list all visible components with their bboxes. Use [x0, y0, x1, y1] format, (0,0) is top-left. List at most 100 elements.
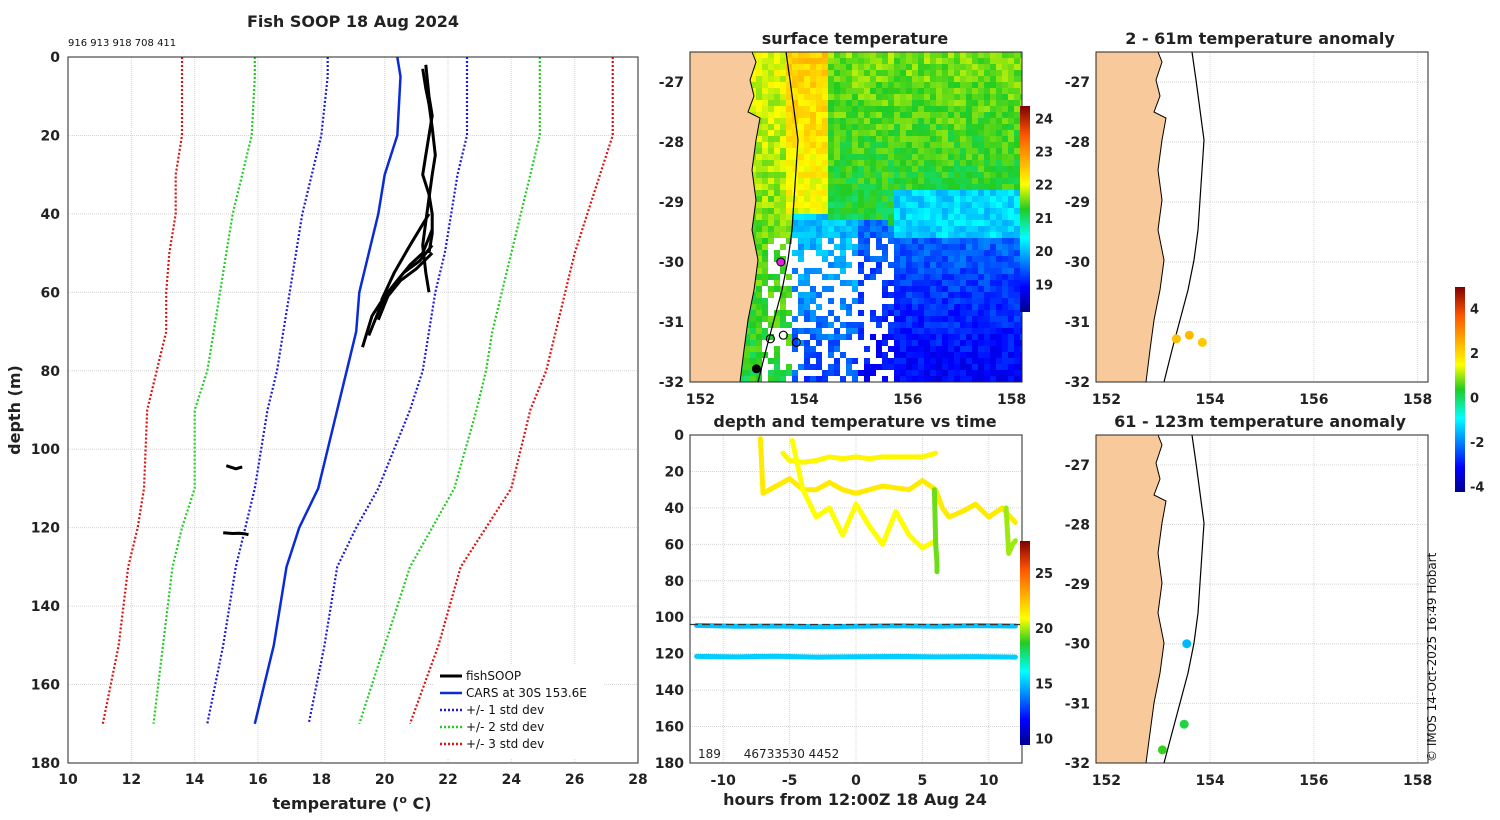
sst-cell: [816, 154, 822, 160]
sst-cell: [990, 298, 996, 304]
sst-cell: [852, 82, 858, 88]
sst-cell: [870, 346, 876, 352]
ytick-label: 60: [665, 537, 685, 553]
sst-cell: [762, 250, 768, 256]
sst-cell: [774, 136, 780, 142]
sst-cell: [840, 178, 846, 184]
sst-cell: [1002, 136, 1008, 142]
sst-cell: [936, 358, 942, 364]
sst-cell: [906, 334, 912, 340]
sst-cell: [768, 352, 774, 358]
sst-cell: [870, 58, 876, 64]
sst-cell: [960, 190, 966, 196]
sst-cell: [924, 292, 930, 298]
sst-cell: [786, 244, 792, 250]
sst-cell: [966, 220, 972, 226]
sst-cell: [786, 238, 792, 244]
sst-cell: [894, 286, 900, 292]
sst-cell: [984, 202, 990, 208]
sst-cell: [846, 334, 852, 340]
sst-cell: [882, 196, 888, 202]
sst-cell: [810, 250, 816, 256]
sst-cell: [882, 250, 888, 256]
sst-cell: [822, 220, 828, 226]
sst-cell: [798, 238, 804, 244]
sst-cell: [864, 166, 870, 172]
sst-cell: [828, 304, 834, 310]
sst-cell: [780, 250, 786, 256]
sst-cell: [1014, 148, 1020, 154]
sst-cell: [882, 322, 888, 328]
sst-cell: [864, 94, 870, 100]
sst-cell: [924, 274, 930, 280]
sst-cell: [936, 286, 942, 292]
sst-cell: [780, 310, 786, 316]
sst-cell: [996, 316, 1002, 322]
sst-cell: [858, 244, 864, 250]
sst-cell: [1014, 88, 1020, 94]
sst-cell: [966, 52, 972, 58]
sst-cell: [804, 100, 810, 106]
sst-cell: [816, 184, 822, 190]
sst-cell: [1008, 244, 1014, 250]
sst-cell: [966, 154, 972, 160]
sst-cell: [768, 52, 774, 58]
sst-cell: [900, 190, 906, 196]
sst-cell: [756, 292, 762, 298]
sst-cell: [852, 112, 858, 118]
sst-cell: [912, 370, 918, 376]
sst-cell: [888, 130, 894, 136]
sst-cell: [912, 238, 918, 244]
fishsoop-profile: [380, 213, 431, 301]
sst-cell: [894, 370, 900, 376]
sst-cell: [1014, 112, 1020, 118]
sst-cell: [972, 100, 978, 106]
sst-cell: [912, 316, 918, 322]
sst-cell: [816, 286, 822, 292]
sst-cell: [918, 82, 924, 88]
sst-cell: [786, 220, 792, 226]
sst-cell: [930, 334, 936, 340]
sst-cell: [942, 202, 948, 208]
sst-cell: [978, 250, 984, 256]
ytick-label: 20: [665, 464, 685, 480]
sst-cell: [936, 280, 942, 286]
sst-cell: [942, 142, 948, 148]
sst-cell: [870, 238, 876, 244]
sst-cell: [888, 304, 894, 310]
sst-cell: [990, 100, 996, 106]
sst-cell: [942, 304, 948, 310]
sst-cell: [912, 376, 918, 382]
sst-cell: [852, 100, 858, 106]
sst-cell: [822, 142, 828, 148]
sst-cell: [828, 52, 834, 58]
sst-cell: [972, 202, 978, 208]
sst-cell: [972, 190, 978, 196]
sst-cell: [894, 52, 900, 58]
sst-cell: [1020, 70, 1022, 76]
sst-cell: [798, 52, 804, 58]
sst-cell: [1008, 262, 1014, 268]
timeseries-xlabel: hours from 12:00Z 18 Aug 24: [723, 790, 987, 809]
sst-cell: [846, 280, 852, 286]
sst-cell: [828, 184, 834, 190]
sst-cell: [936, 172, 942, 178]
sst-cell: [924, 142, 930, 148]
sst-cell: [792, 196, 798, 202]
sst-cell: [870, 232, 876, 238]
sst-cell: [756, 274, 762, 280]
sst-cell: [924, 88, 930, 94]
sst-cell: [1002, 100, 1008, 106]
sst-cell: [900, 328, 906, 334]
sst-cell: [936, 352, 942, 358]
sst-cell: [810, 160, 816, 166]
sst-cell: [822, 214, 828, 220]
sst-cell: [954, 358, 960, 364]
sst-cell: [768, 304, 774, 310]
sst-cell: [900, 64, 906, 70]
sst-cell: [1014, 310, 1020, 316]
sst-cell: [876, 58, 882, 64]
sst-cell: [882, 316, 888, 322]
sst-cell: [948, 184, 954, 190]
sst-cell: [822, 82, 828, 88]
